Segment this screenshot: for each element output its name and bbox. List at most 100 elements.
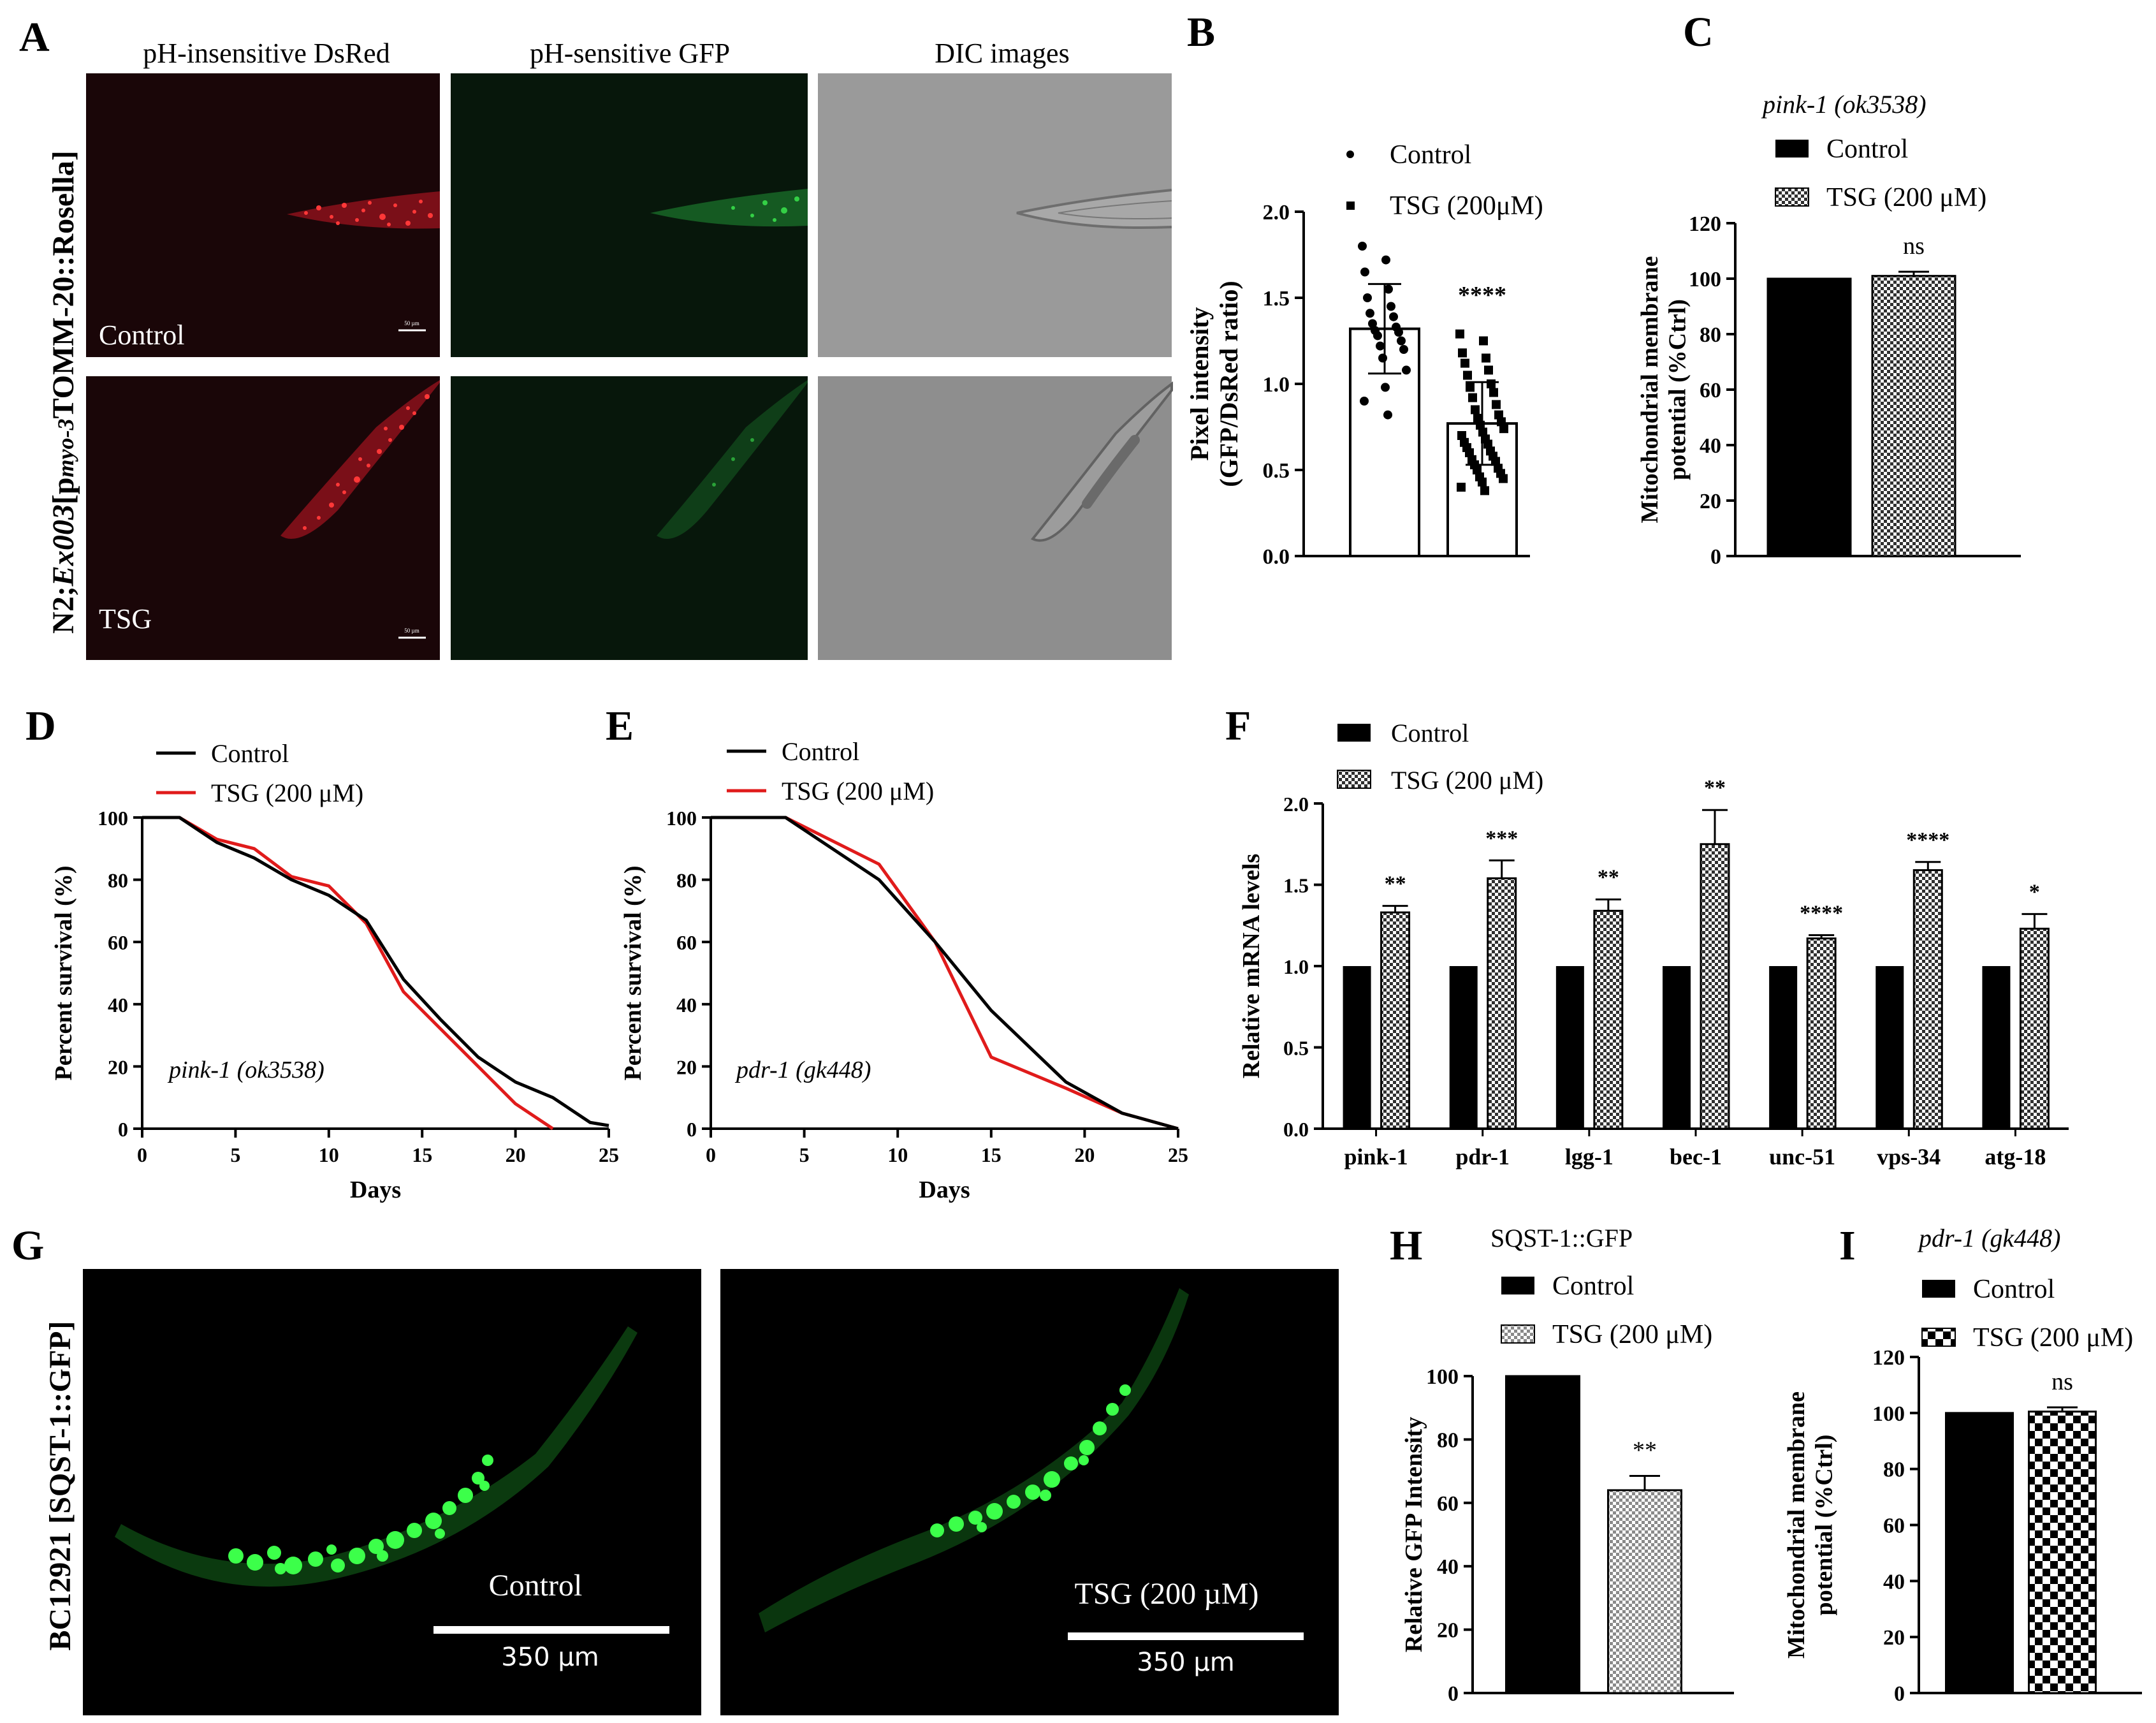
y-tick-label: 60: [1700, 379, 1721, 402]
y-tick-label: 40: [1700, 434, 1721, 458]
data-point: [1366, 309, 1374, 318]
strain-annotation: pink-1 (ok3538): [167, 1057, 324, 1083]
bar-tsg: [1912, 869, 1943, 1130]
chart-e: Control TSG (200 μM) Percent survival (%) 0…: [620, 737, 1188, 1203]
y-tick-label: 100: [666, 807, 697, 830]
x-tick-label: 10: [319, 1143, 339, 1166]
worm-sqst1-control: [115, 1326, 637, 1587]
data-point: [1458, 348, 1467, 358]
significance-label: **: [1704, 776, 1726, 800]
y-tick-label: 60: [676, 931, 697, 954]
x-tick-label: pdr-1: [1455, 1144, 1510, 1169]
scalebar-text-tsg: 50 µm: [404, 627, 419, 634]
y-tick-label: 80: [1883, 1458, 1905, 1482]
y-tick-label: 40: [676, 993, 697, 1016]
data-point: [1483, 439, 1492, 449]
y-tick-label: 60: [108, 931, 128, 954]
panel-g: BC12921 [SQST-1::GFP] Control 350 µm TSG…: [43, 1269, 1339, 1715]
y-tick-label: 1.5: [1283, 874, 1309, 897]
worm-sqst1-tsg: [759, 1288, 1189, 1632]
y-tick-label: 80: [108, 869, 128, 892]
chart-d: Control TSG (200 μM) Percent survival (%) 0…: [50, 739, 619, 1203]
legend-label-control: Control: [1391, 719, 1469, 747]
data-point: [1378, 353, 1387, 363]
significance-label: *: [2029, 880, 2040, 904]
data-point: [1455, 329, 1464, 339]
column-title-gfp: pH-sensitive GFP: [530, 38, 730, 69]
y-tick-label: 100: [1872, 1402, 1905, 1426]
bar-control: [1769, 966, 1798, 1129]
panel-letter-b: B: [1187, 9, 1215, 55]
row-label-control: Control: [99, 319, 184, 351]
y-tick-label: 20: [1883, 1626, 1905, 1650]
data-point: [1389, 312, 1398, 321]
y-tick-label: 0: [1894, 1682, 1905, 1706]
panel-letter-g: G: [11, 1222, 44, 1269]
x-tick-label: 20: [506, 1143, 526, 1166]
y-tick-label: 100: [1426, 1365, 1459, 1389]
y-tick-label: 0: [687, 1118, 697, 1141]
legend-label-control: Control: [1826, 135, 1908, 164]
significance-label: ns: [2051, 1368, 2073, 1395]
y-tick-label: 0: [1710, 545, 1721, 569]
panel-letter-e: E: [606, 703, 634, 749]
data-point: [1360, 397, 1369, 406]
axis-title-y: Relative mRNA levels: [1238, 854, 1265, 1078]
x-tick-label: bec-1: [1670, 1144, 1722, 1169]
legend-label-tsg: TSG (200 μM): [211, 779, 363, 807]
chart-b: Control TSG (200μM) Pixel intensity (GFP/Ds…: [1185, 140, 1543, 569]
scalebar-bar-tsg: [1068, 1632, 1304, 1640]
data-point: [1368, 319, 1377, 328]
bar-tsg: [2019, 927, 2050, 1130]
data-point: [1381, 383, 1390, 392]
data-point: [1460, 358, 1469, 368]
y-tick-label: 2.0: [1263, 201, 1290, 224]
bar-control: [1449, 966, 1478, 1129]
x-tick-label: 5: [230, 1143, 240, 1166]
data-point: [1387, 302, 1395, 311]
data-point: [1487, 379, 1496, 388]
data-point: [1402, 365, 1411, 375]
significance-label: **: [1385, 872, 1406, 896]
x-tick-label: 15: [981, 1143, 1002, 1166]
data-point: [1479, 336, 1488, 346]
x-tick-label: lgg-1: [1565, 1144, 1613, 1169]
data-point: [1499, 424, 1508, 434]
x-tick-label: 25: [599, 1143, 619, 1166]
data-point: [1381, 255, 1390, 265]
y-tick-label: 120: [1872, 1346, 1905, 1370]
chart-title: SQST-1::GFP: [1490, 1224, 1633, 1252]
legend-label-tsg: TSG (200 μM): [1826, 183, 1986, 212]
data-point: [1384, 284, 1393, 294]
red-puncta-tsg: [303, 394, 430, 530]
significance-label: ****: [1458, 282, 1506, 309]
data-point: [1478, 477, 1487, 487]
legend-swatch-control: [1922, 1280, 1955, 1298]
data-point: [1376, 341, 1385, 351]
legend-swatch-tsg: [1501, 1324, 1535, 1344]
data-point: [1489, 388, 1498, 397]
gfp-aggregates-control: [228, 1455, 493, 1574]
panel-letter-h: H: [1390, 1222, 1422, 1269]
x-tick-label: 0: [137, 1143, 147, 1166]
significance-label: ****: [1800, 902, 1843, 925]
data-point: [1480, 486, 1489, 495]
bar-tsg: [1700, 843, 1730, 1130]
bar-tsg: [1607, 1489, 1682, 1694]
data-point: [1397, 336, 1406, 346]
legend-swatch-tsg: [1921, 1328, 1956, 1347]
x-tick-label: unc-51: [1769, 1144, 1835, 1169]
worm-dic-control-inner: [1058, 200, 1172, 219]
significance-label: ns: [1903, 233, 1925, 260]
legend-swatch-tsg: [1775, 187, 1809, 207]
legend-label-tsg: TSG (200 μM): [782, 777, 934, 805]
chart-f: Control TSG (200 μM) Relative mRNA levels 0…: [1238, 719, 2069, 1169]
y-tick-label: 80: [676, 869, 697, 892]
y-tick-label: 0: [118, 1118, 128, 1141]
image-gfp-tsg: [451, 376, 808, 660]
x-tick-label: pink-1: [1344, 1144, 1408, 1169]
y-tick-label: 80: [1700, 323, 1721, 347]
y-tick-label: 1.0: [1283, 955, 1309, 978]
significance-label: ***: [1485, 826, 1518, 850]
data-point: [1482, 353, 1490, 363]
